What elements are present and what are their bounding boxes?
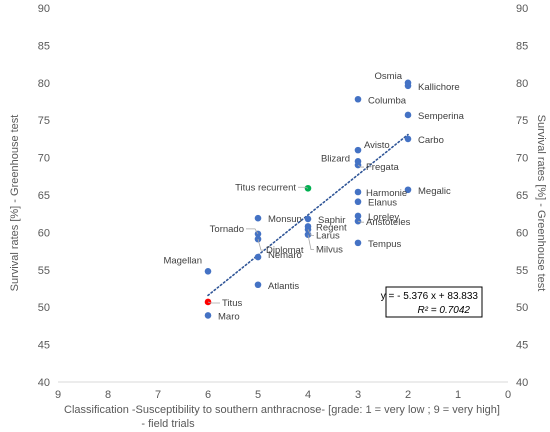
data-point [254, 281, 262, 289]
x-tick-label: 3 [355, 389, 361, 401]
point-label: Elanus [368, 198, 397, 209]
point-label: Carbo [418, 135, 444, 146]
label-leader-line [307, 234, 314, 251]
y-axis-title-right: Survival rates [%] - Greenhouse test [535, 115, 547, 292]
x-tick-label: 7 [155, 389, 161, 401]
point-label: Larus [316, 230, 340, 241]
trendline-layer [207, 133, 409, 297]
data-point [354, 212, 362, 220]
data-point [304, 215, 312, 223]
point-label: Magellan [163, 255, 202, 266]
data-point [354, 95, 362, 103]
y-tick-label-right: 40 [516, 377, 528, 389]
data-point [404, 135, 412, 143]
y-tick-label-right: 50 [516, 302, 528, 314]
data-point [354, 146, 362, 154]
y-tick-label-left: 80 [38, 78, 50, 90]
data-point [254, 214, 262, 222]
y-tick-label-right: 85 [516, 40, 528, 52]
data-point [354, 188, 362, 196]
trendline [207, 133, 409, 297]
y-tick-label-left: 45 [38, 340, 50, 352]
data-point [354, 239, 362, 247]
label-leader-line [357, 220, 364, 223]
point-label: Megalic [418, 186, 451, 197]
y-tick-label-left: 60 [38, 227, 50, 239]
point-label: Fregata [366, 162, 399, 173]
label-leader-line [298, 186, 309, 189]
data-point [354, 198, 362, 206]
x-tick-label: 4 [305, 389, 311, 401]
y-tick-label-right: 65 [516, 190, 528, 202]
y-tick-label-right: 55 [516, 265, 528, 277]
point-label: Avisto [364, 140, 390, 151]
y-tick-label-left: 65 [38, 190, 50, 202]
point-label: Tempus [368, 239, 402, 250]
y-axis-title-left: Survival rates [%] - Greenhouse test [9, 115, 21, 292]
point-label: Maro [218, 311, 240, 322]
label-leader-line [207, 301, 220, 304]
point-label: Titus recurrent [235, 182, 296, 193]
data-point [204, 267, 212, 275]
y-tick-label-right: 45 [516, 340, 528, 352]
x-tick-label: 1 [455, 389, 461, 401]
data-point [204, 312, 212, 319]
data-point [404, 111, 412, 119]
y-tick-label-right: 70 [516, 153, 528, 165]
y-tick-label-left: 50 [38, 302, 50, 314]
equation-text: y = - 5.376 x + 83.833 [381, 291, 479, 302]
label-leader-line [246, 228, 259, 235]
point-label: Aristoteles [366, 217, 411, 228]
y-tick-label-left: 70 [38, 153, 50, 165]
x-tick-label: 9 [55, 389, 61, 401]
point-label: Tornado [210, 224, 244, 235]
y-tick-label-left: 55 [38, 265, 50, 277]
point-label: Harmonie [366, 188, 407, 199]
y-tick-label-left: 75 [38, 115, 50, 127]
r-squared-text: R² = 0.7042 [417, 305, 470, 316]
point-label: Semperina [418, 111, 465, 122]
label-leader-line [257, 239, 264, 251]
y-tick-label-right: 80 [516, 78, 528, 90]
y-tick-label-left: 90 [38, 3, 50, 15]
x-axis-title-line-1: Classification -Susceptibility to southe… [64, 404, 500, 416]
y-tick-label-right: 90 [516, 3, 528, 15]
label-leader-line [307, 229, 314, 236]
y-tick-label-left: 85 [38, 40, 50, 52]
x-tick-label: 6 [205, 389, 211, 401]
point-label: Monsun [268, 214, 302, 225]
point-label: Regent [316, 222, 347, 233]
data-point [254, 253, 262, 261]
point-label: Atlantis [268, 281, 299, 292]
point-label: Blizard [321, 153, 350, 164]
label-leader-line [357, 164, 364, 168]
point-label: Nemaro [268, 250, 302, 261]
point-label: Columba [368, 95, 407, 106]
data-point [404, 186, 412, 194]
point-label: Diplomat [266, 245, 304, 256]
point-label: Osmia [375, 71, 403, 82]
x-axis-title-line-2: - field trials [141, 418, 195, 430]
x-tick-label: 8 [105, 389, 111, 401]
y-tick-label-right: 75 [516, 115, 528, 127]
point-label: Kallichore [418, 82, 460, 93]
data-point [404, 82, 412, 90]
point-label: Saphir [318, 215, 345, 226]
y-tick-label-left: 40 [38, 377, 50, 389]
equation-box: y = - 5.376 x + 83.833 R² = 0.7042 [381, 286, 483, 318]
point-label: Milvus [316, 245, 343, 256]
point-labels: Osmia Kallichore Columba Semperina Carbo Avis… [163, 71, 464, 323]
point-label: Loreley [368, 212, 399, 223]
x-tick-label: 0 [505, 389, 511, 401]
x-tick-label: 2 [405, 389, 411, 401]
x-tick-label: 5 [255, 389, 261, 401]
point-label: Titus [222, 298, 242, 309]
y-tick-label-right: 60 [516, 227, 528, 239]
